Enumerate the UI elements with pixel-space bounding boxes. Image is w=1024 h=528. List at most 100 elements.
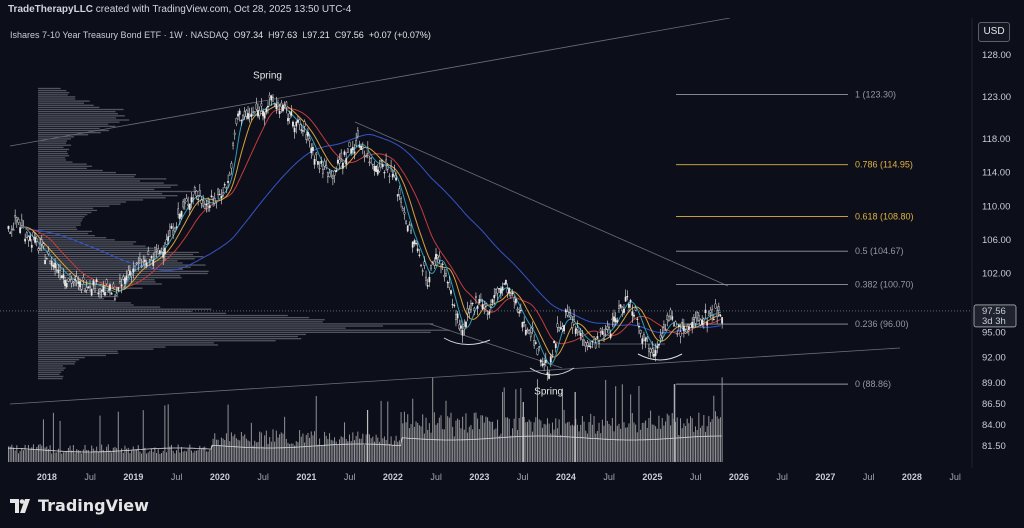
volume-profile-row <box>38 239 115 241</box>
candle-body <box>616 320 619 323</box>
candle-body <box>721 317 724 324</box>
volume-profile-row <box>38 213 88 216</box>
candle-body <box>376 169 379 175</box>
candle-body <box>115 293 118 296</box>
credit-user: TradeTherapyLLC <box>8 4 94 15</box>
volume-bar <box>373 441 375 462</box>
volume-profile-row <box>38 174 137 176</box>
volume-bar <box>277 437 279 462</box>
volume-bar <box>116 448 118 462</box>
volume-profile-row <box>38 298 105 300</box>
candle-body <box>303 121 306 127</box>
volume-bar <box>452 426 454 462</box>
volume-bar <box>576 424 578 462</box>
candle-body <box>643 334 645 341</box>
candle-body <box>416 248 419 252</box>
price-axis[interactable]: 128.00 123.00 118.00 114.00 110.00 106.00 102.… <box>971 18 1017 468</box>
candle-body <box>692 317 695 320</box>
time-axis[interactable]: 2018 Jul 2019 Jul 2020 Jul 2021 Jul 2022 Jul 2023 J… <box>37 472 961 482</box>
volume-bar <box>462 416 464 462</box>
volume-bar <box>169 446 171 462</box>
volume-profile-row <box>38 201 127 203</box>
volume-bar <box>179 452 181 462</box>
currency-button[interactable]: USD <box>978 22 1010 42</box>
candle-body <box>541 363 544 366</box>
volume-bar <box>141 453 143 462</box>
candle-body <box>633 314 635 317</box>
candle-body <box>463 325 466 330</box>
lower-channel-line <box>9 347 901 405</box>
price-chart[interactable]: 1 (123.30) 0.786 (114.95) 0.618 (108.80) 0.… <box>0 18 1024 490</box>
volume-bar <box>382 438 384 462</box>
volume-bar <box>498 435 500 462</box>
volume-bar <box>34 449 36 462</box>
volume-profile-row <box>38 363 75 365</box>
volume-bar <box>485 416 487 462</box>
volume-profile-row <box>38 138 71 140</box>
volume-spike <box>522 402 524 462</box>
candle-body <box>651 348 654 353</box>
volume-profile-row <box>38 220 82 222</box>
candle-body <box>677 324 680 327</box>
volume-bar <box>418 425 420 462</box>
candle-body <box>493 295 496 299</box>
candle-body <box>212 198 215 201</box>
volume-profile-row <box>38 169 103 172</box>
candle-body <box>588 345 590 347</box>
candle-body <box>275 103 278 109</box>
volume-bar <box>565 423 567 462</box>
candle-body <box>714 303 717 309</box>
volume-bar <box>16 445 18 462</box>
volume-bar <box>247 440 249 462</box>
legend-close-label: C <box>334 30 342 40</box>
candle-body <box>569 315 572 318</box>
candle-body <box>97 292 100 294</box>
candle-body <box>331 175 334 179</box>
volume-bar <box>683 423 685 462</box>
volume-bar <box>633 422 635 462</box>
candle-body <box>405 220 407 224</box>
candle-body <box>483 304 486 309</box>
volume-bar <box>52 412 54 462</box>
time-tick-label: Jul <box>690 472 702 482</box>
candle-body <box>317 161 319 165</box>
candle-body <box>529 332 532 338</box>
candle-body <box>373 166 376 171</box>
candle-body <box>490 306 492 308</box>
volume-bar <box>586 433 588 462</box>
tradingview-logo[interactable]: TradingView <box>10 496 149 515</box>
volume-bar <box>275 430 277 462</box>
candle-body <box>701 319 704 325</box>
candle-body <box>639 330 642 334</box>
volume-bar <box>184 450 186 462</box>
candle-body <box>478 299 481 304</box>
volume-profile-row <box>38 249 159 251</box>
candle-body <box>188 203 191 210</box>
candle-body <box>153 246 156 253</box>
candle-body <box>263 112 266 119</box>
volume-profile-row <box>38 218 83 220</box>
volume-bar <box>224 439 226 462</box>
volume-bar <box>345 439 347 462</box>
volume-bar <box>347 441 349 462</box>
last-price-box <box>973 304 1017 328</box>
volume-bar <box>182 451 184 462</box>
volume-bar <box>468 426 470 462</box>
volume-profile-row <box>38 253 194 256</box>
volume-bar <box>219 445 221 462</box>
candle-body <box>252 111 254 113</box>
fibonacci-retracement[interactable]: 1 (123.30) 0.786 (114.95) 0.618 (108.80) 0.… <box>674 90 914 390</box>
volume-profile-row <box>38 104 94 106</box>
candle-body <box>676 333 679 335</box>
candle-body <box>124 277 126 284</box>
volume-bar <box>671 413 673 462</box>
volume-bar <box>32 444 34 462</box>
candle-body <box>366 147 369 154</box>
volume-bar <box>147 452 149 462</box>
volume-bar <box>77 449 79 462</box>
volume-profile-row <box>38 237 107 239</box>
candle-body <box>170 226 173 229</box>
annotations: Spring Spring <box>253 71 563 398</box>
candle-body <box>548 374 551 379</box>
candle-body <box>238 110 241 115</box>
